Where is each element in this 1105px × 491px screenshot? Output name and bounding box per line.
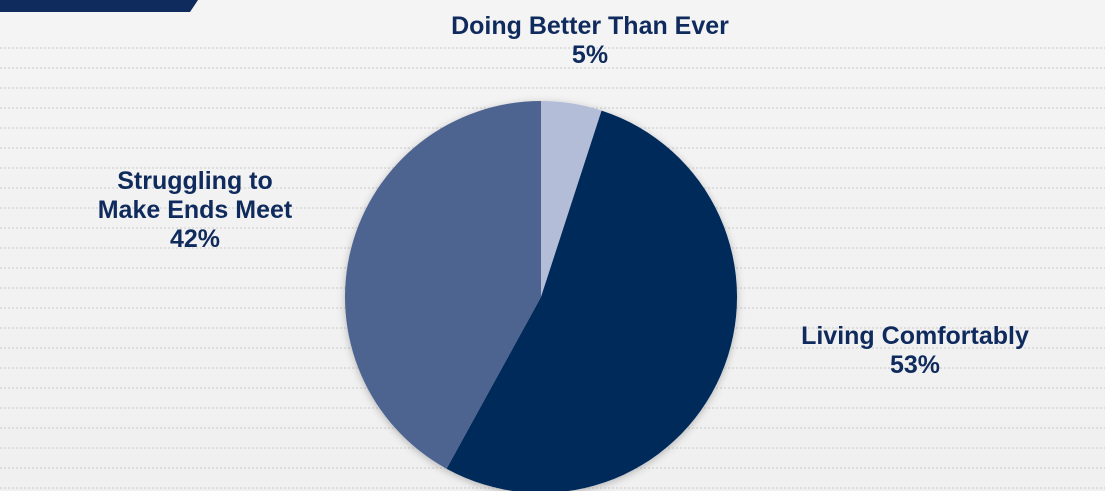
pie-slice-struggling-to-make-ends-meet: [345, 101, 541, 469]
slice-label-struggling: Struggling to Make Ends Meet 42%: [50, 167, 340, 254]
pie-slices: [345, 101, 737, 491]
slice-label-doing-better: Doing Better Than Ever 5%: [390, 12, 790, 70]
pie-slice-doing-better-than-ever: [541, 101, 602, 297]
slice-value-doing-better: 5%: [571, 41, 609, 69]
slice-name-living-comfortably: Living Comfortably: [801, 322, 1029, 350]
corner-tab: [0, 0, 198, 12]
slice-value-struggling: 42%: [169, 225, 221, 253]
slice-label-living-comfortably: Living Comfortably 53%: [760, 322, 1070, 380]
slice-name-struggling-line1: Struggling to: [117, 167, 273, 195]
slice-name-doing-better: Doing Better Than Ever: [451, 12, 729, 40]
slice-name-struggling-line2: Make Ends Meet: [97, 196, 293, 224]
pie-slice-living-comfortably: [446, 110, 737, 491]
slice-value-living-comfortably: 53%: [889, 351, 941, 379]
